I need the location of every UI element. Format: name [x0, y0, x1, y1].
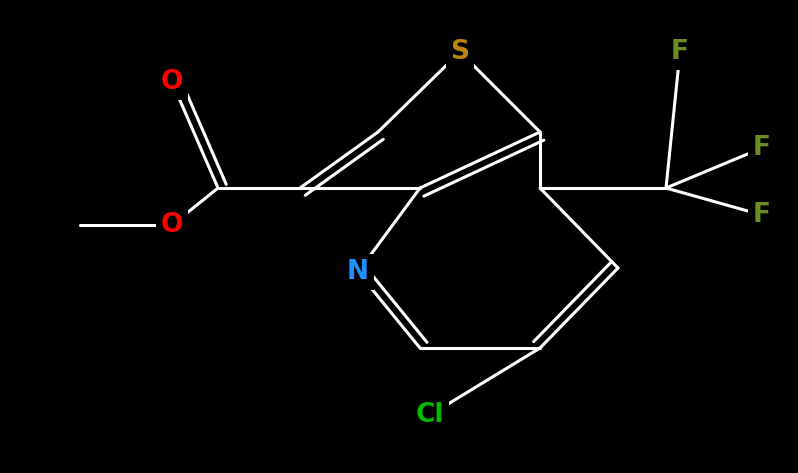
Text: F: F — [671, 39, 689, 65]
Text: F: F — [753, 135, 771, 161]
Text: O: O — [160, 212, 184, 238]
Text: N: N — [347, 259, 369, 285]
Text: F: F — [753, 202, 771, 228]
Text: O: O — [160, 69, 184, 95]
Text: S: S — [451, 39, 469, 65]
Text: Cl: Cl — [416, 402, 444, 428]
